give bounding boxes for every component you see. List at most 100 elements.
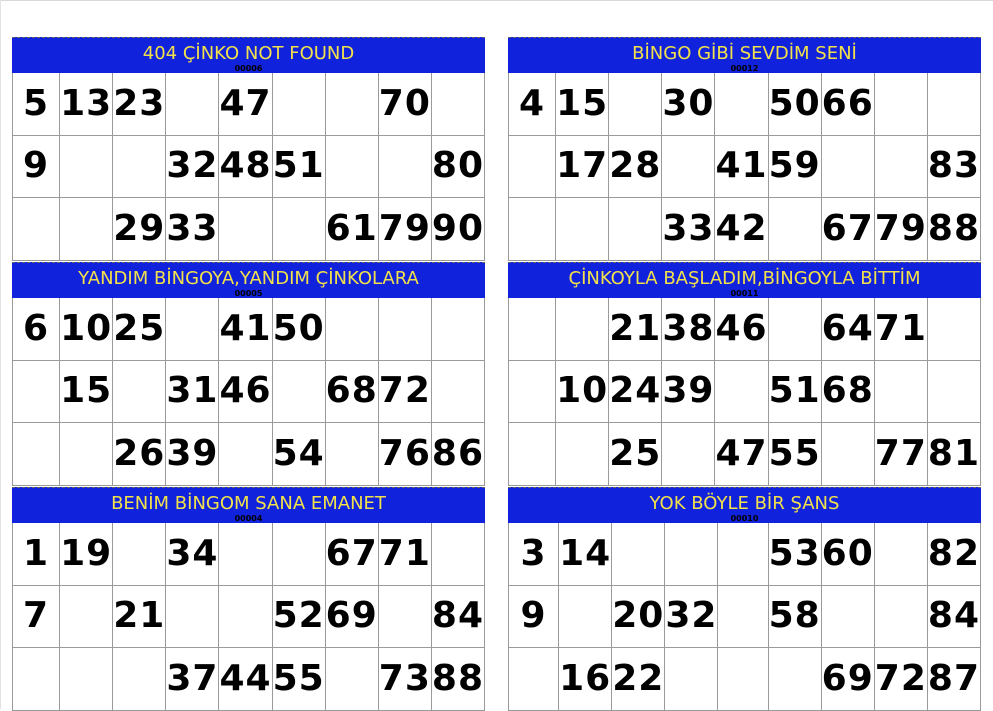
grid-cell: 24 — [609, 360, 663, 423]
grid-cell — [509, 423, 557, 486]
cell-number: 61 — [325, 207, 378, 249]
grid-cell: 84 — [927, 585, 981, 648]
grid-cell — [556, 423, 610, 486]
cell-number: 29 — [113, 207, 166, 249]
grid-cell — [509, 648, 560, 711]
card-title: 404 ÇİNKO NOT FOUND — [142, 43, 355, 64]
grid-cell: 30 — [662, 73, 716, 136]
cell-number: 50 — [768, 82, 821, 124]
grid-cell: 72 — [874, 648, 928, 711]
grid-cell — [874, 135, 928, 198]
cell-number: 88 — [927, 207, 980, 249]
grid-cell — [431, 360, 485, 423]
cell-number: 39 — [166, 432, 219, 474]
card-serial-number: 00004 — [234, 514, 263, 523]
grid-cell — [556, 198, 610, 261]
grid-cell: 55 — [272, 648, 326, 711]
cell-number: 47 — [219, 82, 272, 124]
grid-cell — [768, 298, 822, 361]
card-header: ÇİNKOYLA BAŞLADIM,BİNGOYLA BİTTİM 00011 — [508, 262, 981, 298]
number-grid: 1 19 34 67 71 7 21 52 69 84 37 44 55 73 88 — [12, 523, 485, 711]
cell-number: 14 — [559, 532, 612, 574]
cell-number: 5 — [23, 82, 50, 124]
card-header: 404 ÇİNKO NOT FOUND 00006 — [12, 37, 485, 73]
cell-number: 41 — [219, 307, 272, 349]
grid-cell — [874, 73, 928, 136]
cell-number: 50 — [272, 307, 325, 349]
cell-number: 16 — [559, 657, 612, 699]
cell-number: 90 — [431, 207, 484, 249]
number-grid: 6 10 25 41 50 15 31 46 68 72 26 39 54 76 86 — [12, 298, 485, 486]
grid-cell: 19 — [60, 523, 114, 586]
grid-cell: 84 — [431, 585, 485, 648]
grid-cell — [378, 135, 432, 198]
cell-number: 72 — [378, 370, 431, 412]
grid-cell: 86 — [431, 423, 485, 486]
grid-cell: 10 — [60, 298, 114, 361]
grid-cell: 88 — [431, 648, 485, 711]
grid-cell: 46 — [715, 298, 769, 361]
cell-number: 81 — [927, 432, 980, 474]
grid-cell: 39 — [166, 423, 220, 486]
cell-number: 87 — [927, 657, 980, 699]
grid-cell — [219, 523, 273, 586]
grid-cell: 55 — [768, 423, 822, 486]
grid-cell: 28 — [609, 135, 663, 198]
cell-number: 33 — [166, 207, 219, 249]
cell-number: 51 — [768, 370, 821, 412]
cell-number: 9 — [520, 595, 547, 637]
grid-cell — [378, 298, 432, 361]
grid-cell: 5 — [13, 73, 61, 136]
grid-cell — [219, 198, 273, 261]
grid-cell — [874, 585, 928, 648]
grid-cell: 61 — [325, 198, 379, 261]
grid-cell: 4 — [509, 73, 557, 136]
grid-cell — [325, 73, 379, 136]
cell-number: 69 — [821, 657, 874, 699]
cell-number: 20 — [612, 595, 665, 637]
bingo-card: YOK BÖYLE BİR ŞANS 00010 3 14 53 60 82 9 20 32 58 8… — [508, 487, 981, 711]
grid-cell — [166, 585, 220, 648]
grid-cell — [13, 648, 61, 711]
cell-number: 23 — [113, 82, 166, 124]
grid-cell: 80 — [431, 135, 485, 198]
grid-cell: 71 — [378, 523, 432, 586]
grid-cell: 15 — [556, 73, 610, 136]
grid-cell: 47 — [219, 73, 273, 136]
cell-number: 54 — [272, 432, 325, 474]
grid-cell — [509, 198, 557, 261]
grid-cell: 16 — [559, 648, 613, 711]
bingo-card: 404 ÇİNKO NOT FOUND 00006 5 13 23 47 70 9 32 48 51… — [12, 37, 485, 261]
card-serial-number: 00011 — [730, 289, 759, 298]
grid-cell: 64 — [821, 298, 875, 361]
grid-cell: 25 — [609, 423, 663, 486]
grid-cell — [272, 198, 326, 261]
grid-cell — [665, 648, 719, 711]
grid-cell: 7 — [13, 585, 61, 648]
grid-cell: 69 — [821, 648, 875, 711]
grid-cell — [927, 73, 981, 136]
grid-cell — [718, 648, 769, 711]
cell-number: 28 — [609, 145, 662, 187]
grid-cell — [821, 135, 875, 198]
cell-number: 82 — [927, 532, 980, 574]
cell-number: 6 — [23, 307, 50, 349]
cell-number: 42 — [715, 207, 768, 249]
cell-number: 64 — [821, 307, 874, 349]
cell-number: 68 — [325, 370, 378, 412]
grid-cell: 90 — [431, 198, 485, 261]
grid-cell — [718, 585, 769, 648]
card-title: ÇİNKOYLA BAŞLADIM,BİNGOYLA BİTTİM — [568, 268, 921, 289]
grid-cell — [219, 423, 273, 486]
grid-cell — [509, 360, 557, 423]
grid-cell — [874, 360, 928, 423]
cell-number: 84 — [927, 595, 980, 637]
cell-number: 33 — [662, 207, 715, 249]
cell-number: 39 — [662, 370, 715, 412]
grid-cell — [821, 423, 875, 486]
cell-number: 71 — [874, 307, 927, 349]
grid-cell — [715, 73, 769, 136]
grid-cell: 33 — [662, 198, 716, 261]
grid-cell — [325, 423, 379, 486]
cell-number: 83 — [927, 145, 980, 187]
